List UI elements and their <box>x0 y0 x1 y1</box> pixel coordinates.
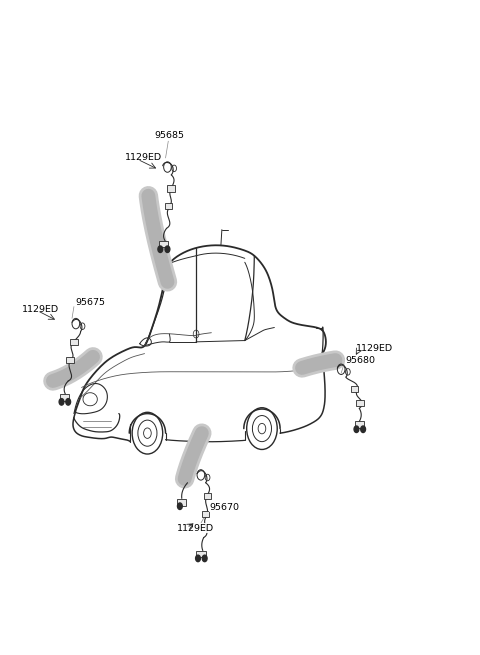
Text: 1129ED: 1129ED <box>356 344 393 353</box>
Circle shape <box>361 426 365 432</box>
Circle shape <box>165 246 170 252</box>
Text: 95685: 95685 <box>155 131 184 140</box>
Bar <box>355 421 364 428</box>
Bar <box>60 394 69 401</box>
Circle shape <box>354 426 359 432</box>
Bar <box>356 400 364 406</box>
Text: 1129ED: 1129ED <box>124 153 162 162</box>
Circle shape <box>59 399 64 405</box>
Text: 95680: 95680 <box>345 356 375 365</box>
Circle shape <box>202 555 207 561</box>
Circle shape <box>66 399 71 405</box>
Bar <box>66 357 74 364</box>
Bar <box>204 493 211 499</box>
Bar <box>165 203 172 210</box>
Bar <box>196 551 205 557</box>
Bar <box>202 511 209 517</box>
Circle shape <box>178 503 182 510</box>
Bar <box>351 386 359 392</box>
Circle shape <box>196 555 200 561</box>
Bar <box>159 241 168 248</box>
Bar <box>178 499 186 506</box>
Bar <box>70 339 78 345</box>
Bar <box>168 185 175 192</box>
Text: 1129ED: 1129ED <box>22 305 59 314</box>
Text: 95675: 95675 <box>75 298 105 307</box>
Text: 95670: 95670 <box>209 503 239 512</box>
Circle shape <box>158 246 163 252</box>
Text: 1129ED: 1129ED <box>177 524 214 533</box>
